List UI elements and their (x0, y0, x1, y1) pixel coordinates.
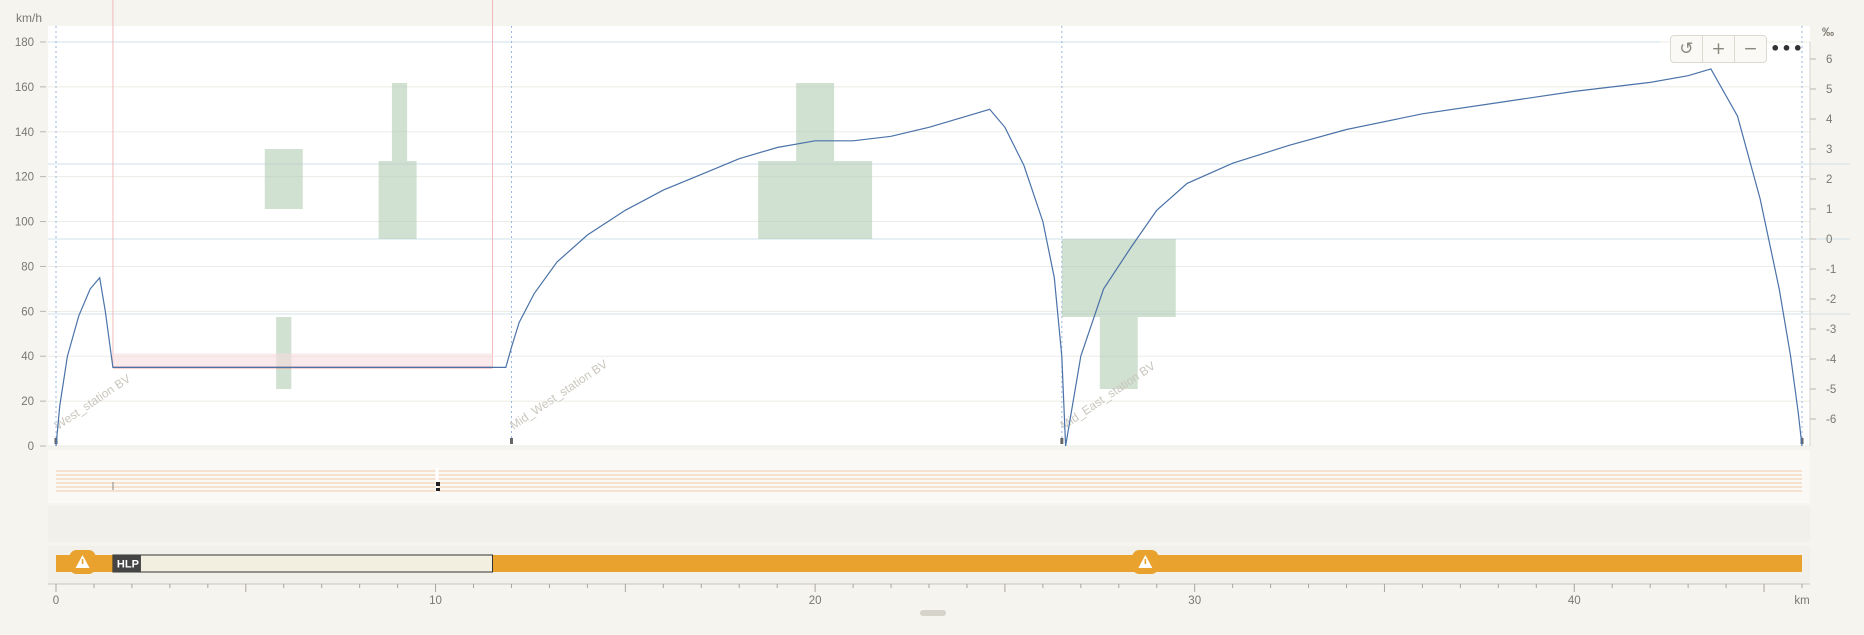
x-tick-label: 40 (1568, 595, 1581, 607)
y2-tick-label: 5 (1826, 84, 1832, 96)
station-marker (1060, 438, 1064, 444)
plot-area (48, 26, 1810, 446)
x-tick-label: 0 (53, 595, 59, 607)
y-tick-label: 0 (28, 441, 34, 453)
y2-tick-label: 4 (1826, 114, 1833, 126)
y-tick-label: 60 (21, 306, 34, 318)
hlp-zone-bar (112, 554, 493, 573)
y-tick-label: 40 (21, 351, 34, 363)
warning-icon-mark (1144, 559, 1147, 564)
warning-icon-mark (81, 559, 84, 564)
y-axis-unit: km/h (16, 11, 42, 25)
track-panel (48, 450, 1810, 503)
y-tick-label: 180 (15, 37, 34, 49)
resize-handle[interactable] (920, 610, 946, 616)
gradient-block (1099, 317, 1138, 389)
y2-tick-label: 6 (1826, 54, 1832, 66)
hlp-label-bg (112, 555, 141, 572)
speed-curve (55, 68, 1803, 447)
more-options-button[interactable]: ••• (1770, 38, 1804, 58)
reset-zoom-button[interactable]: ↺ (1671, 36, 1703, 62)
hlp-zone-band (112, 353, 493, 368)
gradient-block (264, 149, 303, 209)
y2-tick-label: -1 (1826, 264, 1836, 276)
y2-tick-label: -5 (1826, 384, 1836, 396)
gradient-block (796, 83, 835, 161)
empty-panel (48, 506, 1810, 542)
track-marker (436, 488, 440, 491)
station-marker (509, 438, 513, 444)
y2-tick-label: -4 (1826, 354, 1837, 366)
gradient-block (1061, 239, 1176, 317)
y2-tick-label: -2 (1826, 294, 1836, 306)
y-tick-label: 20 (21, 396, 34, 408)
y2-axis-unit: ‰ (1822, 25, 1834, 39)
y-tick-label: 160 (15, 82, 34, 94)
x-axis-unit: km (1794, 595, 1809, 607)
y-tick-label: 100 (15, 217, 34, 229)
y2-tick-label: 2 (1826, 174, 1832, 186)
y2-tick-label: -3 (1826, 324, 1836, 336)
y-tick-label: 120 (15, 172, 34, 184)
gradient-block (391, 83, 408, 161)
y2-tick-label: 1 (1826, 204, 1832, 216)
x-tick-label: 10 (429, 595, 442, 607)
y2-tick-label: -6 (1826, 414, 1836, 426)
zoom-out-button[interactable]: − (1743, 39, 1758, 59)
gradient-block (276, 317, 292, 389)
zoom-in-button[interactable]: + (1703, 36, 1735, 62)
track-marker (436, 482, 440, 486)
x-tick-label: 20 (809, 595, 822, 607)
hlp-label: HLP (117, 559, 139, 571)
x-tick-label: 30 (1188, 595, 1201, 607)
chart-toolbar: ↺ + − (1670, 35, 1767, 63)
y-tick-label: 140 (15, 127, 34, 139)
y2-tick-label: 0 (1826, 234, 1832, 246)
y2-tick-label: 3 (1826, 144, 1832, 156)
gradient-block (378, 161, 417, 239)
y-tick-label: 80 (21, 261, 34, 273)
gradient-block (758, 161, 873, 239)
